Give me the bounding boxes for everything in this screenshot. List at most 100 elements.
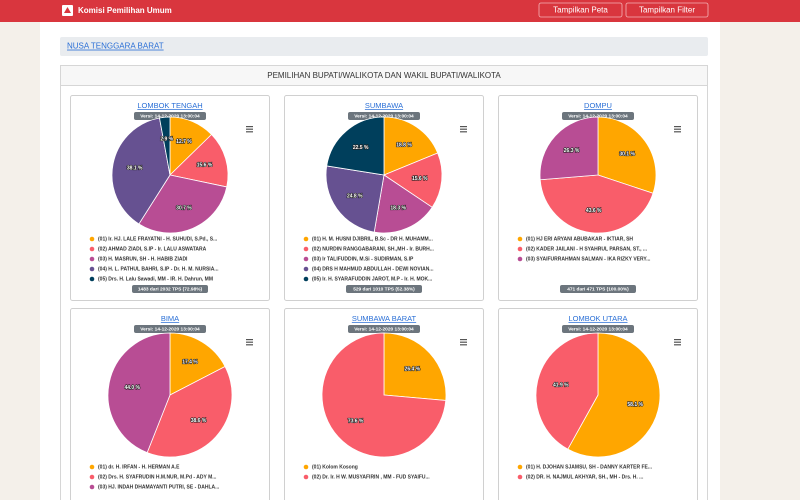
breadcrumb-link[interactable]: NUSA TENGGARA BARAT xyxy=(67,42,164,51)
slice-label: 26.4 % xyxy=(405,366,421,372)
legend-swatch[interactable] xyxy=(303,464,309,470)
chart-title[interactable]: SUMBAWA BARAT xyxy=(352,314,417,323)
panel-header xyxy=(61,66,707,85)
brand[interactable]: Komisi Pemilihan Umum xyxy=(78,6,172,15)
pie-slice xyxy=(169,332,226,396)
menu-icon[interactable] xyxy=(460,341,467,343)
pie-slice xyxy=(597,116,657,194)
menu-icon[interactable] xyxy=(460,339,467,341)
version-text: Versi: 14-12-2020 13:00:04 xyxy=(568,114,628,120)
legend-label[interactable]: (03) HJ. INDAH DHAMAYANTI PUTRI, SE - DA… xyxy=(98,485,220,491)
legend-label[interactable]: (03) H. MASRUN, SH - H. HABIB ZIADI xyxy=(98,257,188,263)
legend-label[interactable]: (05) Ir. H. SYARAFUDDIN JAROT, M.P - Ir.… xyxy=(312,277,433,283)
version-badge xyxy=(562,112,634,120)
legend-swatch[interactable] xyxy=(303,236,309,242)
version-badge xyxy=(134,112,206,120)
menu-icon[interactable] xyxy=(674,128,681,130)
footer-badge xyxy=(560,285,636,293)
pie-slice xyxy=(383,332,447,401)
legend-label[interactable]: (01) H. M. HUSNI DJIBRIL, B.Sc - DR H. M… xyxy=(312,237,433,243)
legend-label[interactable]: (02) KADER JAILANI - H SYAHRUL PARSAN, S… xyxy=(526,247,648,253)
legend-swatch[interactable] xyxy=(303,246,309,252)
legend-label[interactable]: (01) dr. H. IRFAN - H. HERMAN A.E xyxy=(98,465,180,471)
legend-label[interactable]: (02) AHMAD ZIADI, S.IP - Ir. LALU ASWATA… xyxy=(98,247,207,253)
slice-label: 38.1 % xyxy=(127,165,143,171)
legend-label[interactable]: (01) HJ ERI ARYANI ABUBAKAR - IKTIAR, SH xyxy=(526,237,633,243)
legend-swatch[interactable] xyxy=(517,246,523,252)
slice-label: 24.8 % xyxy=(347,193,363,199)
pie-slice xyxy=(373,174,433,234)
menu-icon[interactable] xyxy=(460,344,467,346)
legend-label[interactable]: (01) H. DJOHAN SJAMSU, SH - DANNY KARTER… xyxy=(526,465,653,471)
legend-swatch[interactable] xyxy=(517,236,523,242)
legend-swatch[interactable] xyxy=(303,276,309,282)
legend-swatch[interactable] xyxy=(89,266,95,272)
legend-label[interactable]: (01) Kolom Kosong xyxy=(312,465,358,471)
legend-label[interactable]: (05) Drs. H. Lalu Sawadi, MM - IR. H. Da… xyxy=(98,277,213,283)
legend-swatch[interactable] xyxy=(303,266,309,272)
slice-label: 73.6 % xyxy=(348,418,364,424)
legend-label[interactable]: (04) DRS H MAHMUD ABDULLAH - DEWI NOVIAN… xyxy=(312,267,434,273)
chart-title[interactable]: LOMBOK UTARA xyxy=(568,314,627,323)
slice-label: 18.8 % xyxy=(396,142,412,148)
legend-label[interactable]: (04) H. L. PATHUL BAHRI, S.IP - Dr. H. M… xyxy=(98,267,219,273)
menu-icon[interactable] xyxy=(246,341,253,343)
chart-title[interactable]: BIMA xyxy=(161,314,179,323)
chart-title[interactable]: LOMBOK TENGAH xyxy=(137,101,202,110)
map-button[interactable]: Tampilkan Peta xyxy=(553,6,608,15)
legend-label[interactable]: (02) NURDIN RANGGABARANI, SH.,MH - Ir. B… xyxy=(312,247,435,253)
button-frame[interactable] xyxy=(538,2,623,18)
footer-text: 529 dari 1010 TPS (52.38%) xyxy=(353,287,415,293)
legend-swatch[interactable] xyxy=(517,474,523,480)
pie-slice xyxy=(326,116,385,176)
menu-icon[interactable] xyxy=(674,339,681,341)
legend-swatch[interactable] xyxy=(89,246,95,252)
menu-icon[interactable] xyxy=(246,339,253,341)
pie-slice xyxy=(567,332,661,458)
slice-label: 18.3 % xyxy=(390,205,406,211)
version-badge xyxy=(348,112,420,120)
chart-title[interactable]: DOMPU xyxy=(584,101,612,110)
menu-icon[interactable] xyxy=(674,126,681,128)
legend-swatch[interactable] xyxy=(303,256,309,262)
legend-label[interactable]: (02) Dr. Ir. H W. MUSYAFIRIN , MM - FUD … xyxy=(312,475,430,481)
legend-label[interactable]: (03) SYAIFURRAHMAN SALMAN - IKA RIZKY VE… xyxy=(526,257,651,263)
cards: LOMBOK TENGAH Versi: 14-12-2020 13:00:04 1… xyxy=(70,95,698,500)
button-frame[interactable] xyxy=(625,2,709,18)
slice-label: 17.4 % xyxy=(182,359,198,365)
menu-icon[interactable] xyxy=(246,126,253,128)
legend-swatch[interactable] xyxy=(89,276,95,282)
legend-label[interactable]: (03) Ir TALIFUDDIN, M.Si - SUDIRMAN, S.I… xyxy=(312,257,414,263)
menu-icon[interactable] xyxy=(460,126,467,128)
chart-title[interactable]: SUMBAWA xyxy=(365,101,403,110)
legend-swatch[interactable] xyxy=(89,256,95,262)
menu-icon[interactable] xyxy=(246,128,253,130)
chart-card: SUMBAWA BARAT Versi: 14-12-2020 13:00:04 2… xyxy=(284,308,484,500)
legend-label[interactable]: (02) DR. H. NAJMUL AKHYAR, SH., MH - Drs… xyxy=(526,475,644,481)
menu-icon[interactable] xyxy=(460,131,467,133)
menu-icon[interactable] xyxy=(246,344,253,346)
slice-label: 58.1 % xyxy=(627,402,643,408)
legend-swatch[interactable] xyxy=(89,474,95,480)
version-text: Versi: 14-12-2020 13:00:04 xyxy=(354,114,414,120)
legend-swatch[interactable] xyxy=(517,256,523,262)
slice-label: 2.9 % xyxy=(160,137,173,143)
legend-label[interactable]: (02) Drs. H. SYAFRUDIN H.M.NUR, M.Pd - A… xyxy=(98,475,217,481)
menu-icon[interactable] xyxy=(674,344,681,346)
slice-label: 43.6 % xyxy=(586,208,602,214)
legend-swatch[interactable] xyxy=(89,484,95,490)
menu-icon[interactable] xyxy=(674,341,681,343)
chart-card: SUMBAWA Versi: 14-12-2020 13:00:04 18.8 % 1… xyxy=(284,95,484,301)
legend-swatch[interactable] xyxy=(303,474,309,480)
menu-icon[interactable] xyxy=(674,131,681,133)
filter-button[interactable]: Tampilkan Filter xyxy=(639,6,695,15)
menu-icon[interactable] xyxy=(460,128,467,130)
legend-swatch[interactable] xyxy=(89,236,95,242)
footer-badge xyxy=(132,285,208,293)
top-bar xyxy=(0,0,800,22)
menu-icon[interactable] xyxy=(246,131,253,133)
legend-swatch[interactable] xyxy=(89,464,95,470)
legend-label[interactable]: (01) Ir. HJ. LALE FRAYATNI - H. SUHUDI, … xyxy=(98,237,218,243)
legend-swatch[interactable] xyxy=(517,464,523,470)
version-text: Versi: 14-12-2020 13:00:04 xyxy=(354,327,414,333)
